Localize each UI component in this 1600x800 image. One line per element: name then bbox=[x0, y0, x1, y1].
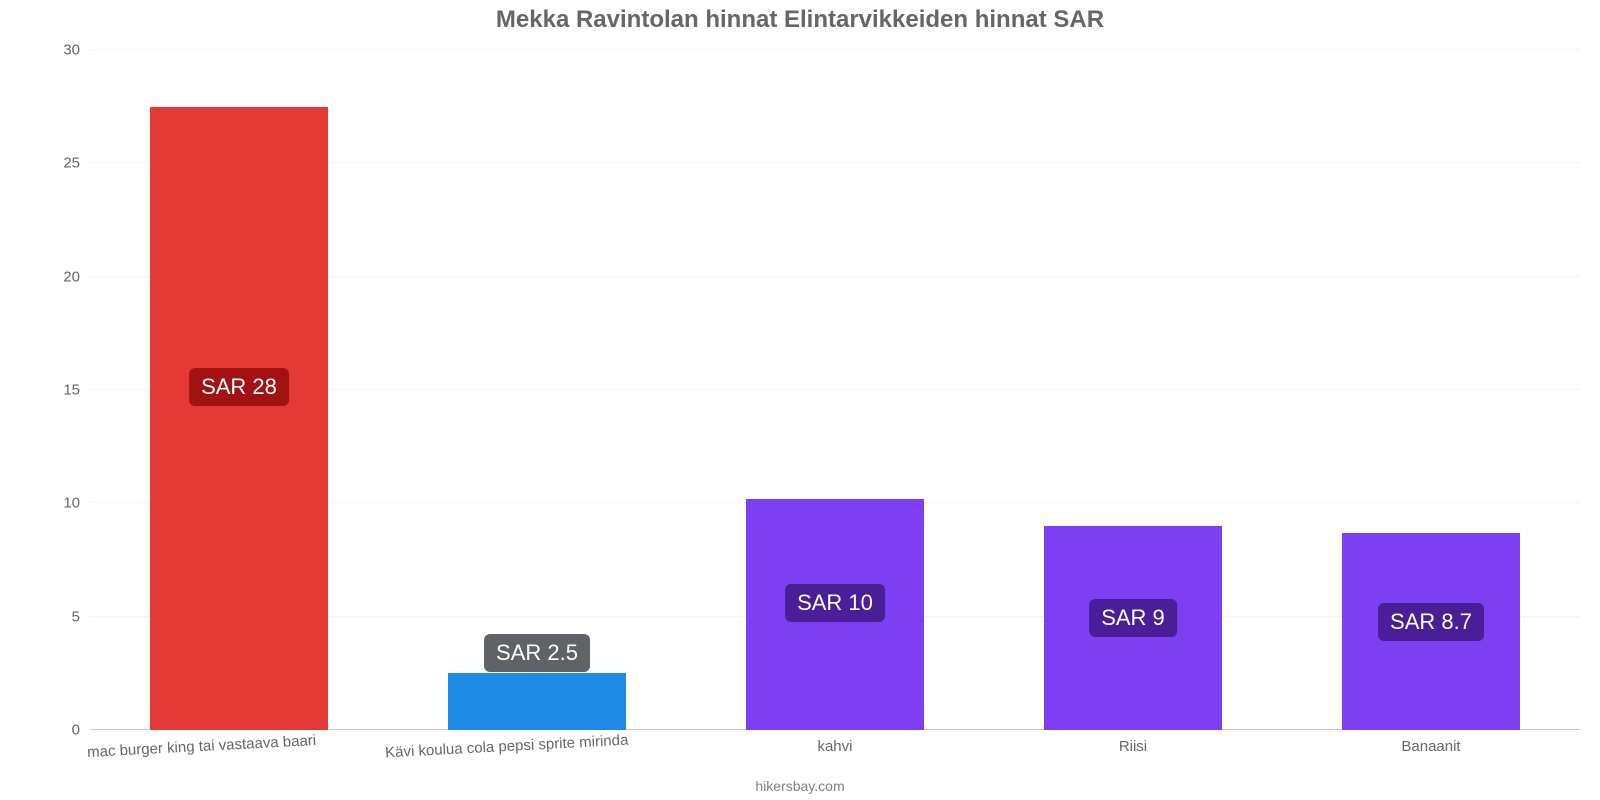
bar-value-label: SAR 2.5 bbox=[484, 634, 590, 672]
x-tick-label: Riisi bbox=[1041, 738, 1226, 755]
y-tick-label: 0 bbox=[40, 722, 80, 739]
bar-value-label: SAR 8.7 bbox=[1378, 603, 1484, 641]
bar-slot: SAR 8.7Banaanit bbox=[1339, 50, 1524, 730]
plot-area: 051015202530SAR 28mac burger king tai va… bbox=[90, 50, 1580, 730]
x-tick-label: kahvi bbox=[743, 738, 928, 755]
x-tick-label: mac burger king tai vastaava baari bbox=[86, 732, 316, 761]
y-tick-label: 15 bbox=[40, 382, 80, 399]
bar-value-label: SAR 28 bbox=[189, 368, 289, 406]
bar-slot: SAR 28mac burger king tai vastaava baari bbox=[147, 50, 332, 730]
x-tick-label: Banaanit bbox=[1339, 738, 1524, 755]
bar-value-label: SAR 9 bbox=[1089, 599, 1177, 637]
chart-credit: hikersbay.com bbox=[0, 778, 1600, 794]
bar-slot: SAR 10kahvi bbox=[743, 50, 928, 730]
price-chart: Mekka Ravintolan hinnat Elintarvikkeiden… bbox=[0, 0, 1600, 800]
x-tick-label: Kävi koulua cola pepsi sprite mirinda bbox=[384, 732, 628, 762]
y-tick-label: 10 bbox=[40, 495, 80, 512]
bar-value-label: SAR 10 bbox=[785, 584, 885, 622]
bar-slot: SAR 2.5Kävi koulua cola pepsi sprite mir… bbox=[445, 50, 630, 730]
y-tick-label: 20 bbox=[40, 268, 80, 285]
y-tick-label: 30 bbox=[40, 42, 80, 59]
chart-title: Mekka Ravintolan hinnat Elintarvikkeiden… bbox=[0, 6, 1600, 34]
bar bbox=[448, 673, 625, 730]
y-tick-label: 25 bbox=[40, 155, 80, 172]
bar-slot: SAR 9Riisi bbox=[1041, 50, 1226, 730]
y-tick-label: 5 bbox=[40, 608, 80, 625]
bar bbox=[150, 107, 327, 730]
